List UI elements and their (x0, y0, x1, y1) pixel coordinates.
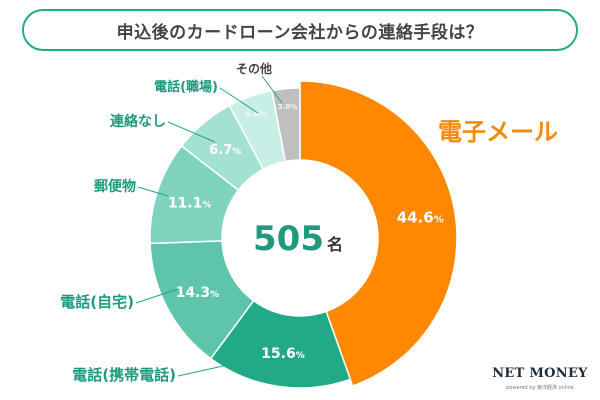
donut-slices (149, 80, 458, 389)
donut-slice (271, 87, 301, 163)
slice-value-label: 3.0% (278, 103, 297, 111)
leader-line (261, 75, 283, 104)
slice-value-label: 6.7% (209, 143, 241, 158)
slice-value-labels: 44.6% 15.6% 14.3% 11.1% 6.7% 4.8% 3.0% (168, 103, 444, 362)
chart-title-text: 申込後のカードローン会社からの連絡手段は？ (116, 22, 484, 43)
brand-tagline: powered by 東洋経済 online (506, 385, 574, 391)
slice-value-label: 14.3% (176, 285, 220, 301)
leader-line (219, 87, 259, 114)
center-total: 505 名 (253, 219, 343, 259)
category-label: 電話(携帯電話) (72, 366, 176, 384)
category-label: 電子メール (438, 118, 558, 146)
center-total-unit: 名 (327, 235, 343, 254)
category-label: 電話(自宅) (60, 293, 134, 311)
category-label: その他 (236, 61, 272, 76)
slice-value-label: 4.8% (245, 109, 267, 118)
center-total-number: 505 (253, 219, 324, 259)
slice-value-label: 15.6% (261, 346, 305, 362)
category-label: 電話(職場) (154, 79, 218, 95)
leader-line (177, 363, 233, 377)
brand-logo: NET MONEY (492, 366, 588, 381)
category-label: 連絡なし (110, 113, 166, 130)
category-label: 郵便物 (94, 178, 136, 195)
slice-value-label: 11.1% (168, 195, 212, 211)
leader-line (167, 121, 216, 143)
chart-title: 申込後のカードローン会社からの連絡手段は？ (22, 9, 578, 51)
slice-value-label: 44.6% (397, 209, 444, 227)
donut-slice (299, 80, 458, 387)
leader-line (137, 186, 169, 197)
leader-line (135, 288, 179, 304)
